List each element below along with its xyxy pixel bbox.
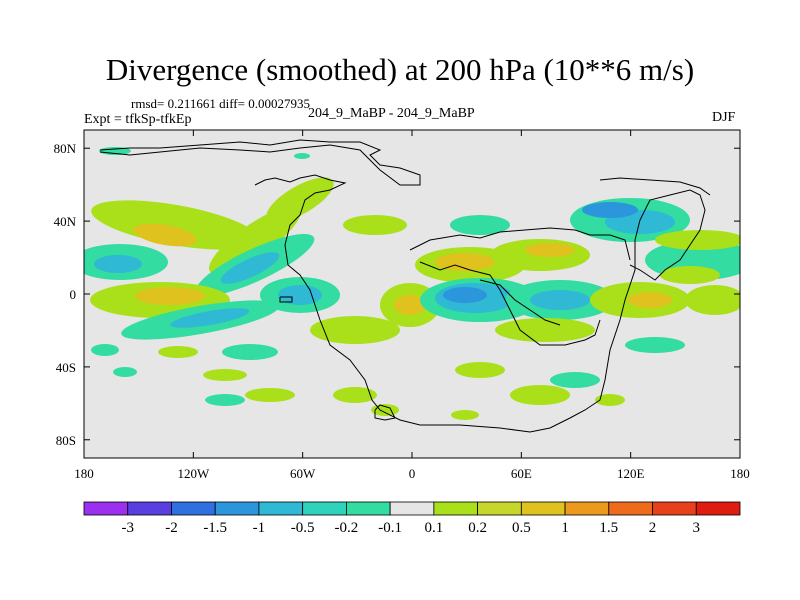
colorbar-level-label: -0.5 (291, 520, 315, 536)
colorbar-swatch (83, 501, 129, 516)
y-tick-label: 80N (54, 141, 77, 156)
x-tick-label: 180 (74, 466, 94, 481)
map-title: Divergence (smoothed) at 200 hPa (10**6 … (105, 52, 695, 87)
colorbar-swatch (345, 501, 391, 516)
y-tick-label: 0 (70, 287, 77, 302)
y-tick-label: 80S (56, 433, 76, 448)
x-tick-label: 120W (177, 466, 210, 481)
colorbar-swatch (520, 501, 566, 516)
colorbar-level-label: 0.1 (424, 520, 443, 536)
colorbar-level-label: 1 (561, 520, 569, 536)
y-tick-label: 40S (56, 360, 76, 375)
colorbar-level-label: -0.2 (335, 520, 359, 536)
colorbar-swatch (258, 501, 304, 516)
colorbar-level-label: 0.2 (468, 520, 487, 536)
colorbar-level-label: 1.5 (599, 520, 618, 536)
colorbar-swatch (608, 501, 653, 516)
case-label: 204_9_MaBP - 204_9_MaBP (308, 106, 475, 121)
x-tick-label: 0 (409, 466, 416, 481)
colorbar-level-label: -1 (253, 520, 266, 536)
colorbar-swatch (389, 501, 435, 516)
y-tick-label: 40N (54, 214, 77, 229)
season-label: DJF (712, 110, 736, 125)
colorbar-swatch (477, 501, 522, 516)
rmsd-diff-stats: rmsd= 0.211661 diff= 0.00027935 (131, 96, 310, 111)
colorbar-swatch (171, 501, 216, 516)
colorbar-level-label: -3 (121, 520, 134, 536)
continent-outline (99, 139, 711, 433)
colorbar-swatch (652, 501, 697, 516)
colorbar-swatch (564, 501, 610, 516)
colorbar-swatch (214, 501, 260, 516)
divergence-field (84, 147, 740, 420)
colorbar-level-label: 3 (693, 520, 701, 536)
x-tick-label: 60E (511, 466, 532, 481)
x-tick-label: 120E (617, 466, 645, 481)
x-tick-label: 60W (290, 466, 316, 481)
colorbar-level-label: 0.5 (512, 520, 531, 536)
colorbar-swatch (433, 501, 479, 516)
colorbar-swatch (695, 501, 741, 516)
colorbar-level-label: -0.1 (378, 520, 402, 536)
colorbar: -3 -2 -1.5 -1 -0.5 -0.2 -0.1 0.1 0.2 0.5 1 1.5 2 3 (83, 501, 741, 536)
colorbar-swatch (302, 501, 347, 516)
colorbar-swatch (127, 501, 172, 516)
colorbar-level-label: -2 (165, 520, 178, 536)
colorbar-level-label: -1.5 (203, 520, 227, 536)
experiment-label: Expt = tfkSp-tfkEp (84, 112, 192, 127)
x-tick-label: 180 (730, 466, 750, 481)
map-axes: 180 120W 60W 0 60E 120E 180 80N 40N 0 40S 80S (54, 130, 750, 481)
colorbar-level-label: 2 (649, 520, 657, 536)
